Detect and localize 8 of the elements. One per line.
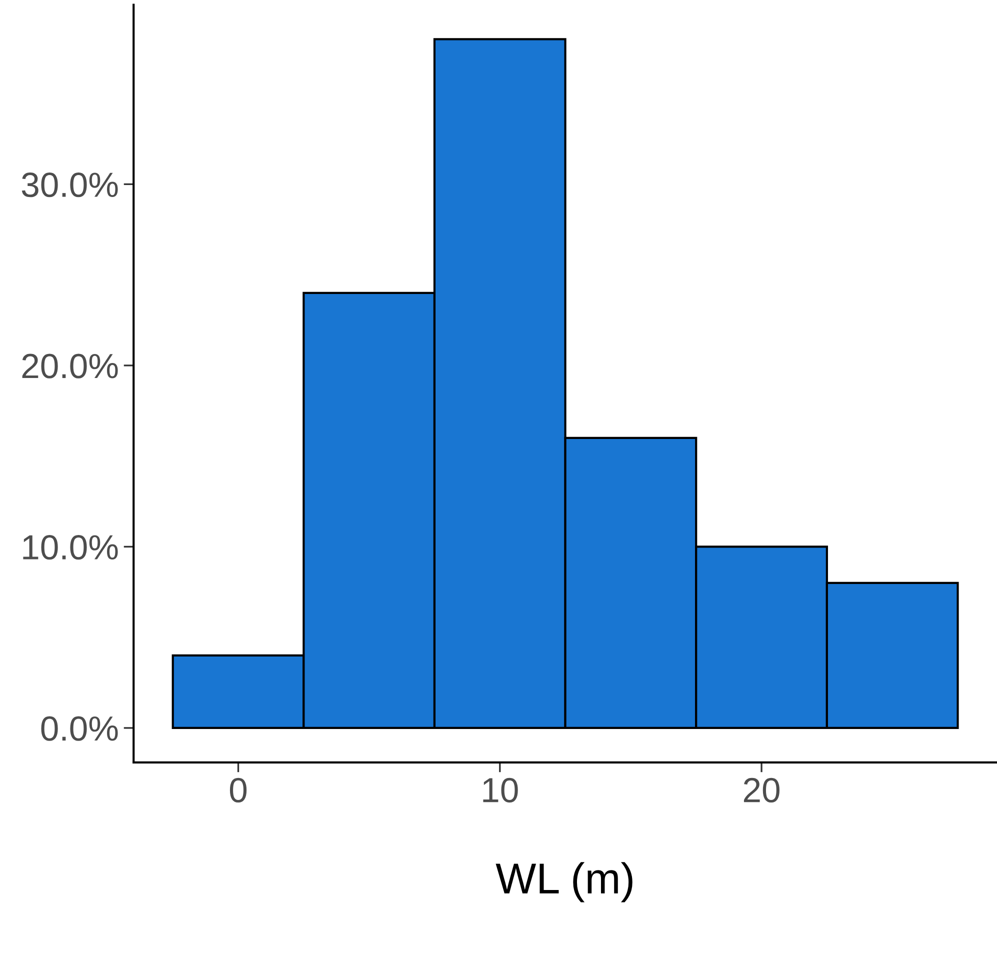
y-tick-label: 10.0% [23, 535, 118, 560]
x-tick-label: 20 [744, 778, 780, 802]
x-tick-label: 0 [230, 778, 247, 802]
x-axis-title: WL (m) [496, 862, 632, 902]
y-tick-label: 0.0% [41, 716, 118, 741]
x-tick-label: 10 [483, 778, 518, 802]
y-tick-label: 20.0% [22, 354, 118, 378]
y-tick-label: 30.0% [22, 172, 118, 198]
